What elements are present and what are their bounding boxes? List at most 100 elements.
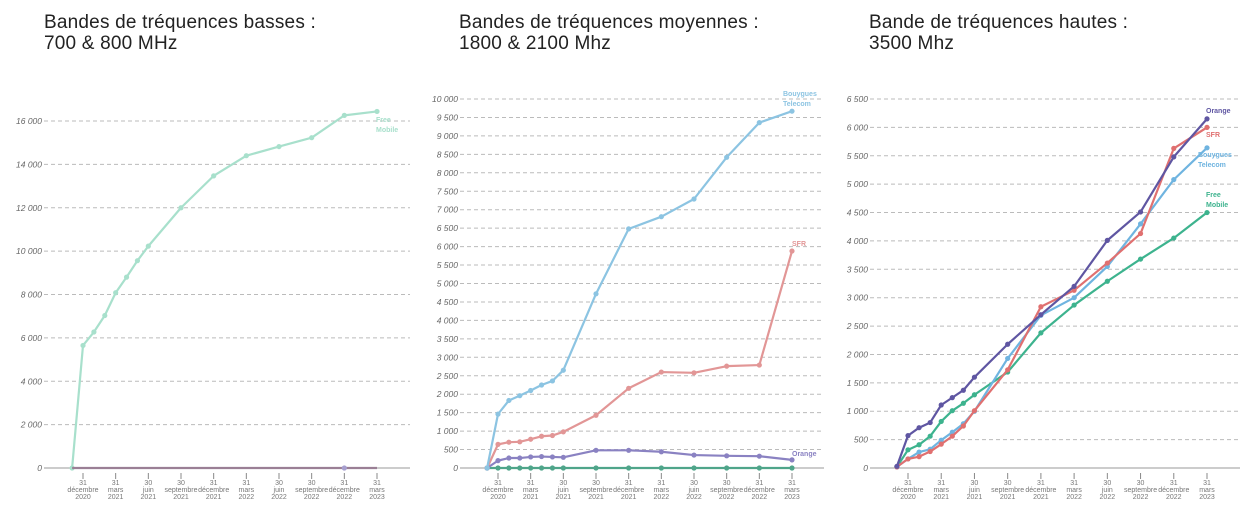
- x-tick-label: 31: [79, 480, 87, 487]
- x-tick-label: décembre: [1158, 487, 1189, 494]
- data-point: [905, 456, 911, 462]
- data-point: [1171, 235, 1177, 241]
- data-point: [1104, 278, 1110, 284]
- x-tick-label: 2020: [75, 494, 91, 501]
- y-tick-label: 0: [37, 463, 42, 473]
- chart-3-title: Bande de tréquences hautes : 3500 Mhz: [869, 12, 1128, 54]
- x-tick-label: 2021: [173, 494, 189, 501]
- x-tick-label: 2022: [239, 494, 255, 501]
- data-point: [1137, 230, 1144, 237]
- x-tick-label: septembre: [991, 487, 1024, 494]
- data-point: [528, 436, 534, 442]
- data-point: [905, 447, 911, 453]
- x-tick-label: 30: [144, 480, 152, 487]
- series-free-mobile: Free Mobile: [894, 192, 1228, 470]
- y-tick-label: 16 000: [16, 116, 42, 126]
- data-point: [549, 465, 556, 471]
- data-point: [528, 465, 534, 471]
- data-point: [211, 173, 217, 179]
- y-tick-label: 6 500: [437, 223, 459, 233]
- y-tick-label: 0: [453, 463, 458, 473]
- y-tick-label: 14 000: [16, 159, 42, 169]
- series-end-label: Bouygues: [783, 91, 817, 98]
- data-point: [949, 433, 955, 439]
- data-point: [1204, 145, 1210, 151]
- y-tick-label: 9 500: [437, 112, 459, 122]
- y-tick-label: 5 500: [847, 151, 869, 161]
- x-tick-label: 31: [1037, 480, 1045, 487]
- x-tick-label: 31: [657, 480, 665, 487]
- series-bouygues-telecom: Bouygues Telecom: [894, 145, 1232, 470]
- x-tick-label: 30: [723, 480, 731, 487]
- x-tick-label: 31: [242, 480, 250, 487]
- series-end-label: Free: [1206, 192, 1221, 199]
- data-point: [916, 442, 922, 448]
- data-point: [691, 465, 697, 471]
- y-tick-label: 9 000: [437, 131, 459, 141]
- data-point: [756, 120, 762, 126]
- data-point: [1005, 341, 1011, 347]
- chart-3: 0 500 1 000 1 500 2 000 2 500 3 000 3 500 4 000 4…: [846, 94, 1240, 501]
- y-tick-label: 7 500: [437, 186, 459, 196]
- y-tick-label: 4 500: [847, 208, 869, 218]
- y-tick-label: 4 000: [437, 315, 459, 325]
- x-tick-label: mars: [1066, 487, 1082, 494]
- x-tick-label: septembre: [710, 487, 743, 494]
- x-tick-label: septembre: [1124, 487, 1157, 494]
- series-line: [895, 118, 1208, 467]
- x-tick-label: 2022: [1066, 494, 1082, 501]
- data-point: [593, 412, 599, 418]
- x-tick-label: 2021: [523, 494, 539, 501]
- x-tick-label: 31: [210, 480, 218, 487]
- data-point: [1171, 145, 1177, 151]
- data-point: [1171, 154, 1177, 160]
- data-point: [593, 291, 599, 297]
- x-tick-label: mars: [933, 487, 949, 494]
- data-point: [938, 441, 944, 447]
- x-tick-label: mars: [654, 487, 670, 494]
- chart-2: 0 500 1 000 1 500 2 000 2 500 3 000 3 500 4 000 4…: [432, 91, 824, 501]
- x-tick-label: décembre: [892, 487, 923, 494]
- data-point: [916, 425, 922, 431]
- x-tick-label: 31: [1170, 480, 1178, 487]
- series-free-mobile: Free Mobile: [69, 108, 398, 471]
- chart-1-title-line-1: Bandes de tréquences basses :: [44, 12, 316, 33]
- x-tick-label: juin: [273, 487, 285, 494]
- data-point: [374, 108, 380, 115]
- y-tick-label: 3 000: [847, 293, 869, 303]
- y-tick-label: 0: [863, 463, 868, 473]
- series-line: [486, 449, 793, 469]
- y-tick-label: 4 000: [847, 236, 869, 246]
- x-tick-label: 30: [1137, 480, 1145, 487]
- x-tick-label: 2021: [141, 494, 157, 501]
- x-tick-label: 2021: [967, 494, 983, 501]
- data-point: [495, 411, 501, 417]
- data-point: [1204, 209, 1210, 216]
- x-tick-label: 2021: [1000, 494, 1016, 501]
- y-tick-label: 10 000: [16, 246, 42, 256]
- x-tick-label: 2022: [1133, 494, 1149, 501]
- data-point: [756, 453, 762, 459]
- y-tick-label: 7 000: [437, 205, 459, 215]
- data-point: [560, 454, 566, 460]
- x-tick-label: mars: [523, 487, 539, 494]
- data-point: [528, 454, 534, 460]
- y-tick-label: 1 500: [847, 378, 869, 388]
- data-point: [484, 465, 490, 471]
- x-tick-label: septembre: [164, 487, 197, 494]
- data-point: [724, 453, 730, 459]
- x-tick-label: 30: [690, 480, 698, 487]
- series-end-label: Orange: [1206, 108, 1231, 115]
- data-point: [916, 454, 922, 460]
- data-point: [517, 455, 523, 461]
- x-tick-label: décembre: [198, 487, 229, 494]
- x-tick-label: 2021: [588, 494, 604, 501]
- data-point: [691, 370, 697, 376]
- x-tick-label: septembre: [295, 487, 328, 494]
- data-point: [1071, 295, 1077, 301]
- data-point: [1137, 209, 1144, 215]
- x-tick-label: 2020: [900, 494, 916, 501]
- data-point: [1071, 283, 1077, 289]
- data-point: [960, 387, 966, 393]
- x-tick-label: juin: [557, 487, 569, 494]
